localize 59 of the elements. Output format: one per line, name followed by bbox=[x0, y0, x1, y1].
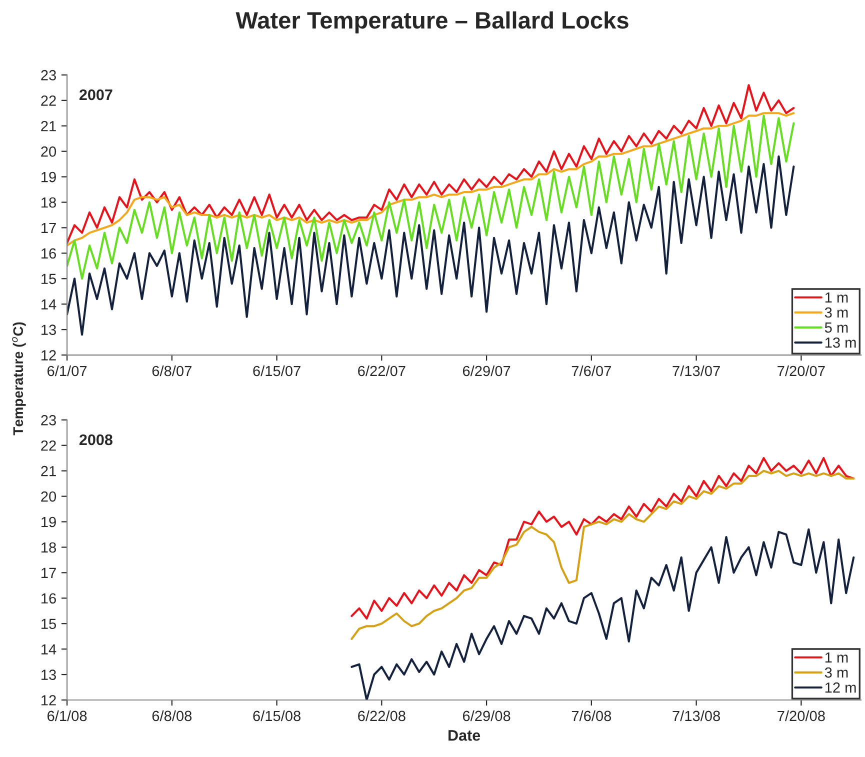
y-tick-label: 15 bbox=[42, 618, 56, 630]
x-tick-label: 7/13/07 bbox=[672, 365, 720, 376]
x-tick-label: 6/15/07 bbox=[253, 365, 300, 376]
x-tick-label: 6/22/08 bbox=[358, 710, 406, 722]
y-tick-label: 15 bbox=[42, 274, 56, 284]
y-tick-label: 13 bbox=[42, 670, 56, 680]
line-series bbox=[67, 114, 795, 280]
line-series bbox=[350, 470, 855, 640]
legend-label: 3 m bbox=[824, 307, 848, 318]
y-tick-label: 19 bbox=[42, 172, 56, 182]
y-tick-label: 18 bbox=[42, 542, 56, 553]
annotation: 2007 bbox=[79, 89, 112, 100]
x-tick-label: 7/13/08 bbox=[672, 710, 720, 722]
y-tick-label: 12 bbox=[42, 695, 56, 706]
y-tick-label: 19 bbox=[42, 516, 56, 528]
line-series bbox=[67, 155, 795, 336]
legend-label: 12 m bbox=[825, 682, 856, 693]
legend-label: 5 m bbox=[824, 322, 848, 333]
y-axis-title: Temperature ($^{o}$C) bbox=[12, 322, 26, 436]
y-tick-label: 16 bbox=[42, 248, 56, 259]
chart-title: Water Temperature – Ballard Locks bbox=[236, 11, 628, 34]
x-tick-label: 6/1/07 bbox=[48, 365, 87, 376]
y-tick-label: 22 bbox=[41, 96, 56, 106]
x-tick-label: 6/22/07 bbox=[358, 365, 406, 376]
y-tick-label: 20 bbox=[41, 491, 56, 502]
y-tick-label: 17 bbox=[42, 222, 56, 234]
y-tick-label: 12 bbox=[42, 350, 56, 360]
legend-label: 1 m bbox=[825, 292, 848, 302]
y-tick-label: 21 bbox=[41, 120, 56, 132]
y-tick-label: 22 bbox=[41, 440, 56, 451]
y-tick-label: 23 bbox=[41, 70, 56, 80]
y-tick-label: 23 bbox=[41, 415, 56, 426]
x-tick-label: 7/6/08 bbox=[572, 710, 612, 722]
y-tick-label: 14 bbox=[42, 299, 56, 310]
x-tick-label: 6/8/07 bbox=[152, 365, 192, 376]
x-tick-label: 6/15/08 bbox=[253, 710, 300, 722]
legend-label: 1 m bbox=[825, 652, 848, 662]
x-tick-label: 6/8/08 bbox=[152, 710, 192, 722]
y-tick-label: 13 bbox=[42, 324, 56, 335]
line-series bbox=[67, 84, 795, 244]
line-series bbox=[67, 112, 795, 247]
legend-label: 13 m bbox=[825, 337, 856, 348]
x-tick-label: 7/20/07 bbox=[778, 365, 825, 376]
annotation: 2008 bbox=[79, 434, 112, 446]
y-tick-label: 16 bbox=[42, 593, 56, 604]
x-tick-label: 7/6/07 bbox=[572, 365, 611, 376]
line-series bbox=[350, 528, 855, 700]
x-tick-label: 7/20/08 bbox=[778, 710, 825, 722]
y-tick-label: 21 bbox=[41, 466, 56, 476]
y-tick-label: 20 bbox=[41, 146, 56, 157]
line-series bbox=[350, 457, 855, 620]
y-tick-label: 14 bbox=[42, 644, 56, 654]
x-tick-label: 6/29/08 bbox=[462, 710, 510, 722]
x-axis-title: Date bbox=[448, 730, 480, 741]
legend-label: 3 m bbox=[824, 667, 848, 678]
y-tick-label: 17 bbox=[42, 568, 56, 578]
x-tick-label: 6/29/07 bbox=[462, 365, 510, 376]
y-tick-label: 18 bbox=[42, 197, 56, 208]
x-tick-label: 6/1/08 bbox=[48, 710, 87, 722]
